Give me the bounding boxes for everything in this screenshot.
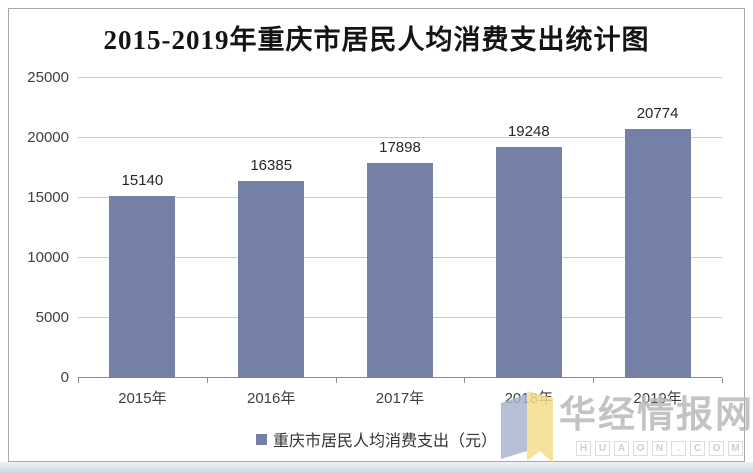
x-category-label: 2018年 xyxy=(504,390,553,407)
x-tick-mark xyxy=(464,378,466,383)
x-tick-mark xyxy=(78,378,79,383)
bar-column: 15140 xyxy=(78,78,207,378)
y-tick-label: 15000 xyxy=(27,189,69,206)
bar-value-label: 19248 xyxy=(507,123,550,141)
bar xyxy=(366,163,433,378)
y-tick-label: 0 xyxy=(60,369,69,386)
gridline xyxy=(78,77,722,78)
chart-title: 2015-2019年重庆市居民人均消费支出统计图 xyxy=(103,25,650,55)
bar xyxy=(495,147,562,378)
bar-column: 16385 xyxy=(207,78,336,378)
bar-value-label: 15140 xyxy=(121,172,164,190)
bar-value-label: 16385 xyxy=(250,157,293,175)
chart-frame: 2015-2019年重庆市居民人均消费支出统计图 15140 16385 17898… xyxy=(8,8,745,462)
bar-column: 17898 xyxy=(336,78,465,378)
x-category-label: 2019年 xyxy=(633,390,682,407)
legend: 重庆市居民人均消费支出（元） xyxy=(9,428,744,450)
gridline xyxy=(78,137,722,138)
bar-column: 20774 xyxy=(593,78,722,378)
y-tick-label: 20000 xyxy=(27,129,69,146)
plot-area: 15140 16385 17898 19248 20774 xyxy=(78,77,723,383)
x-tick-mark xyxy=(593,378,595,383)
legend-label: 重庆市居民人均消费支出（元） xyxy=(272,433,497,450)
y-tick-label: 5000 xyxy=(35,309,69,326)
x-tick-mark xyxy=(722,378,723,383)
x-tick-mark xyxy=(335,378,337,383)
legend-marker-icon xyxy=(255,433,267,445)
bottom-shadow-strip xyxy=(0,462,753,474)
x-category-label: 2017年 xyxy=(375,390,425,407)
bar-value-label: 20774 xyxy=(636,104,679,122)
bar-value-label: 17898 xyxy=(379,139,421,157)
x-category-label: 2016年 xyxy=(247,390,296,407)
x-category-label: 2015年 xyxy=(118,390,167,407)
bar xyxy=(238,181,305,378)
x-tick-mark xyxy=(206,378,208,383)
y-tick-label: 10000 xyxy=(27,249,69,266)
bar-column: 19248 xyxy=(464,78,593,378)
x-axis-labels: 2015年 2016年 2017年 2018年 2019年 xyxy=(78,387,722,407)
bar xyxy=(109,196,176,378)
y-tick-label: 25000 xyxy=(27,69,69,86)
bar xyxy=(624,128,691,378)
